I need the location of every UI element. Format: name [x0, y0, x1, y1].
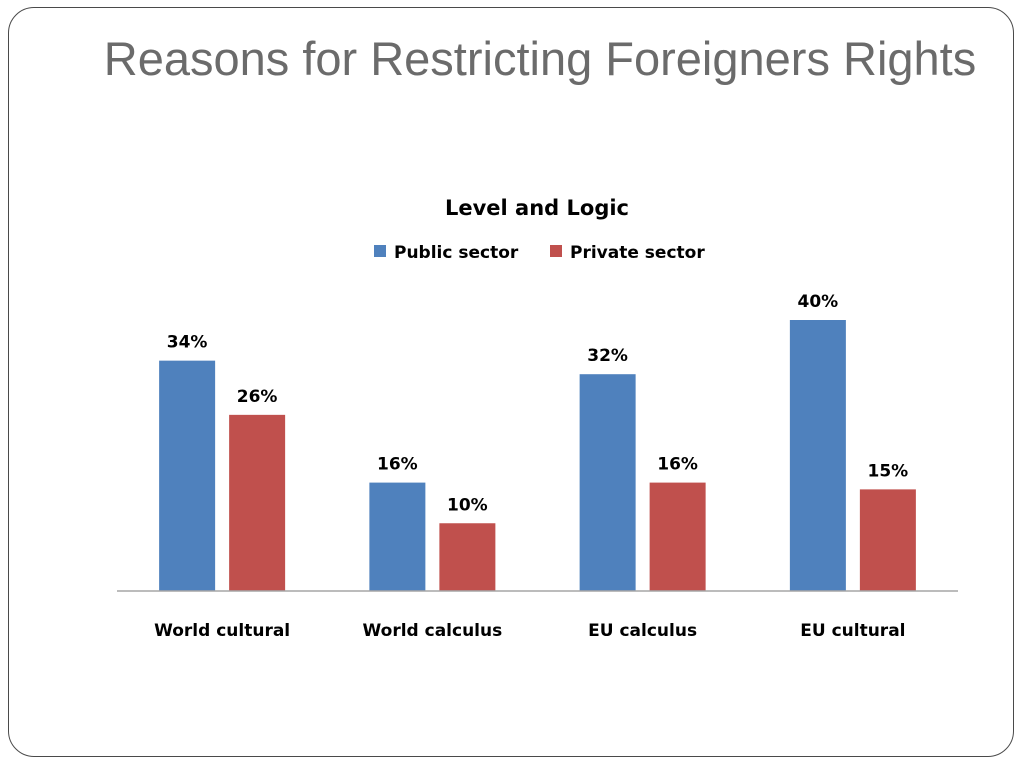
data-label: 40% — [798, 292, 839, 312]
legend-label: Public sector — [394, 243, 519, 263]
legend-swatch — [374, 245, 386, 257]
bar-public-sector-0 — [159, 360, 216, 591]
bar-public-sector-3 — [789, 320, 846, 591]
bar-public-sector-1 — [369, 482, 426, 591]
bar-private-sector-2 — [649, 482, 706, 591]
legend-label: Private sector — [570, 243, 705, 263]
data-label: 15% — [868, 461, 909, 481]
data-label: 16% — [657, 455, 698, 475]
bar-private-sector-0 — [229, 414, 286, 591]
x-tick-label: EU calculus — [588, 621, 697, 641]
x-tick-label: EU cultural — [800, 621, 905, 641]
x-tick-label: World calculus — [363, 621, 503, 641]
data-label: 34% — [167, 333, 208, 353]
chart-legend: Public sector Private sector — [374, 243, 705, 263]
bar-private-sector-1 — [439, 523, 496, 591]
bars-group: 34% 26% 16% 10% 32% 16% 40% 15% — [159, 292, 916, 591]
data-label: 10% — [447, 495, 488, 515]
chart-title: Level and Logic — [445, 196, 629, 220]
bar-private-sector-3 — [859, 489, 916, 591]
slide-title: Reasons for Restricting Foreigners Right… — [103, 32, 977, 85]
data-label: 16% — [377, 455, 418, 475]
bar-public-sector-2 — [579, 374, 636, 591]
data-label: 26% — [237, 387, 278, 407]
legend-swatch — [550, 245, 562, 257]
x-axis-labels: World cultural World calculus EU calculus E… — [154, 621, 905, 641]
data-label: 32% — [587, 346, 628, 366]
x-tick-label: World cultural — [154, 621, 290, 641]
